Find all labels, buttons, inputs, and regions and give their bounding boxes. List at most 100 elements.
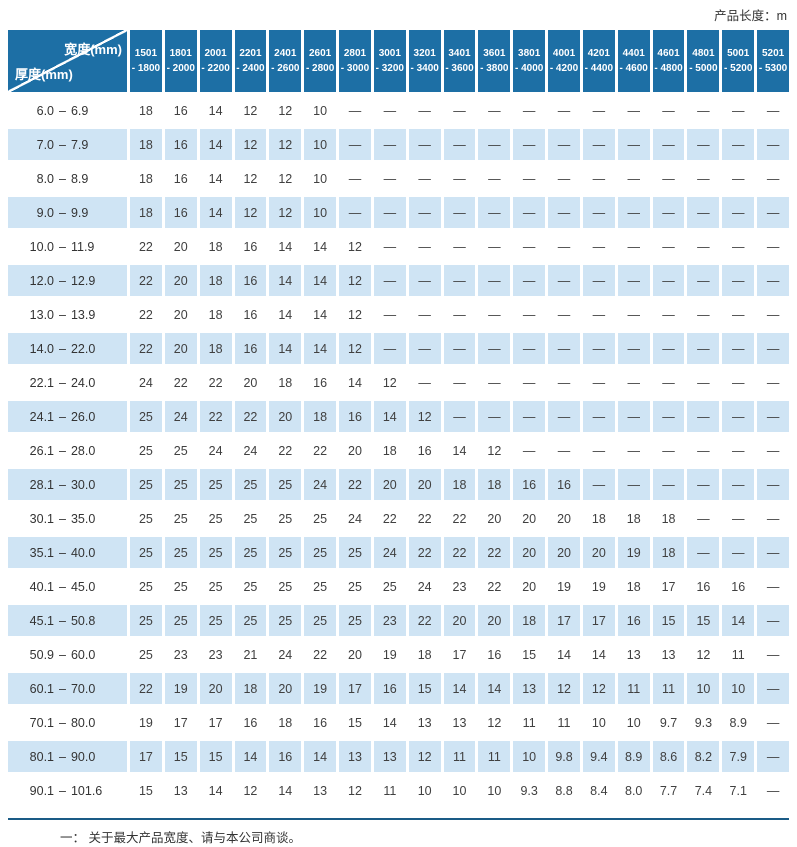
thickness-range-label: 8.0–8.9 <box>8 163 127 194</box>
length-value-cell: — <box>757 707 789 738</box>
thickness-to: 28.0 <box>70 443 96 458</box>
length-value-cell: — <box>443 197 476 228</box>
length-value-cell: — <box>548 401 580 432</box>
length-value-cell: 25 <box>234 503 267 534</box>
width-range-header: 3601 - 3800 <box>478 30 511 92</box>
length-value-cell: — <box>582 299 615 330</box>
thickness-range-label: 35.1–40.0 <box>8 537 127 568</box>
length-value-cell: 25 <box>269 537 302 568</box>
length-value-cell: 16 <box>304 707 337 738</box>
length-value-cell: 14 <box>304 231 337 262</box>
length-value-cell: 20 <box>164 299 197 330</box>
length-value-cell: 9.4 <box>582 741 615 772</box>
length-value-cell: 12 <box>339 775 371 806</box>
length-value-cell: 20 <box>164 333 197 364</box>
length-value-cell: 20 <box>199 673 232 704</box>
length-value-cell: — <box>548 435 580 466</box>
range-separator: – <box>59 749 66 764</box>
length-value-cell: 12 <box>373 367 406 398</box>
length-value-cell: 18 <box>130 95 162 126</box>
length-value-cell: — <box>617 299 650 330</box>
thickness-range-label: 30.1–35.0 <box>8 503 127 534</box>
length-value-cell: — <box>757 95 789 126</box>
length-value-cell: — <box>652 265 685 296</box>
length-value-cell: — <box>687 401 720 432</box>
length-value-cell: 12 <box>408 401 441 432</box>
length-value-cell: 25 <box>304 571 337 602</box>
width-range-top: 2401 <box>274 47 297 59</box>
length-value-cell: 10 <box>443 775 476 806</box>
length-value-cell: 12 <box>339 231 371 262</box>
length-value-cell: 18 <box>130 163 162 194</box>
length-value-cell: — <box>408 231 441 262</box>
length-value-cell: — <box>443 367 476 398</box>
length-value-cell: — <box>722 299 755 330</box>
length-value-cell: 8.2 <box>687 741 720 772</box>
width-range-bottom: - 4200 <box>549 63 579 74</box>
length-value-cell: 25 <box>130 469 162 500</box>
width-range-top: 2801 <box>343 47 367 59</box>
length-value-cell: 25 <box>269 605 302 636</box>
length-value-cell: 10 <box>617 707 650 738</box>
length-value-cell: 24 <box>234 435 267 466</box>
length-value-cell: 15 <box>339 707 371 738</box>
length-value-cell: — <box>722 503 755 534</box>
length-value-cell: 12 <box>234 197 267 228</box>
length-value-cell: — <box>513 197 546 228</box>
length-value-cell: — <box>652 95 685 126</box>
length-value-cell: 14 <box>304 265 337 296</box>
length-value-cell: 21 <box>234 639 267 670</box>
length-value-cell: — <box>652 333 685 364</box>
thickness-from: 14.0 <box>29 341 55 356</box>
length-value-cell: — <box>373 95 406 126</box>
width-range-bottom: - 4800 <box>654 63 683 74</box>
length-value-cell: — <box>443 129 476 160</box>
width-range-header: 3801 - 4000 <box>513 30 546 92</box>
length-value-cell: 19 <box>130 707 162 738</box>
range-separator: – <box>59 443 66 458</box>
length-value-cell: 25 <box>164 605 197 636</box>
length-value-cell: — <box>373 231 406 262</box>
thickness-range-label: 9.0–9.9 <box>8 197 127 228</box>
length-value-cell: 17 <box>199 707 232 738</box>
length-value-cell: 19 <box>373 639 406 670</box>
length-value-cell: 22 <box>130 231 162 262</box>
thickness-from: 10.0 <box>29 239 55 254</box>
width-range-header: 4001 - 4200 <box>548 30 580 92</box>
length-value-cell: — <box>722 435 755 466</box>
length-value-cell: — <box>443 231 476 262</box>
length-value-cell: 12 <box>478 435 511 466</box>
length-value-cell: 14 <box>199 163 232 194</box>
length-value-cell: 25 <box>269 469 302 500</box>
length-value-cell: 14 <box>269 775 302 806</box>
length-value-cell: — <box>548 333 580 364</box>
length-value-cell: — <box>582 367 615 398</box>
range-separator: – <box>59 137 66 152</box>
length-value-cell: — <box>757 741 789 772</box>
length-value-cell: 24 <box>373 537 406 568</box>
length-value-cell: 16 <box>164 197 197 228</box>
length-value-cell: — <box>408 367 441 398</box>
range-separator: – <box>59 409 66 424</box>
length-value-cell: — <box>582 197 615 228</box>
length-value-cell: 12 <box>339 265 371 296</box>
length-value-cell: — <box>373 129 406 160</box>
thickness-range-label: 22.1–24.0 <box>8 367 127 398</box>
length-value-cell: 23 <box>164 639 197 670</box>
thickness-from: 13.0 <box>29 307 55 322</box>
length-value-cell: — <box>443 299 476 330</box>
length-value-cell: 22 <box>478 571 511 602</box>
thickness-to: 45.0 <box>70 579 96 594</box>
length-value-cell: 16 <box>478 639 511 670</box>
thickness-range-label: 50.9–60.0 <box>8 639 127 670</box>
length-value-cell: 7.4 <box>687 775 720 806</box>
thickness-to: 13.9 <box>70 307 96 322</box>
length-value-cell: 16 <box>164 95 197 126</box>
length-value-cell: 25 <box>199 571 232 602</box>
length-value-cell: 14 <box>199 95 232 126</box>
length-value-cell: — <box>373 197 406 228</box>
length-value-cell: 8.6 <box>652 741 685 772</box>
length-value-cell: — <box>373 265 406 296</box>
length-value-cell: — <box>722 95 755 126</box>
length-value-cell: — <box>757 435 789 466</box>
